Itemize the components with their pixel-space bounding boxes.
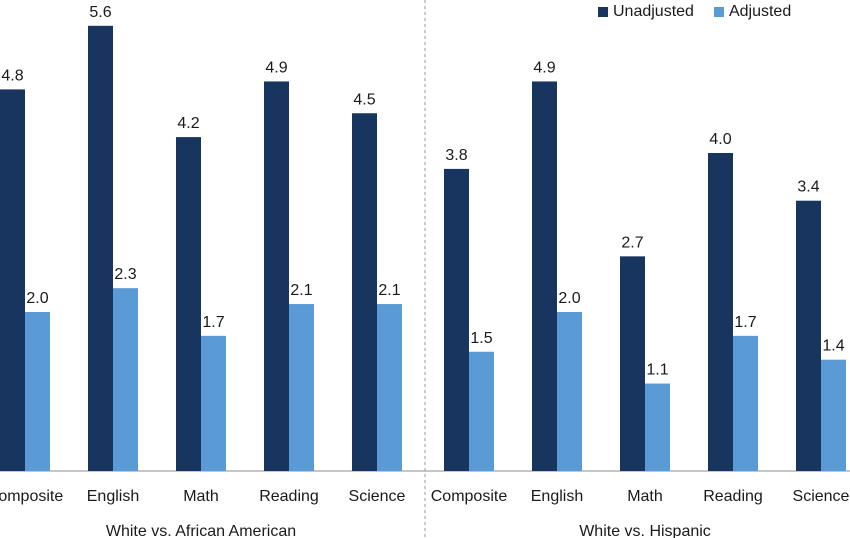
bar-1-english-adjusted	[557, 312, 582, 471]
data-label-1-english-adjusted: 2.0	[558, 290, 580, 307]
bar-1-science-adjusted	[821, 359, 846, 471]
bar-1-reading-unadjusted	[708, 153, 733, 471]
data-label-1-science-adjusted: 1.4	[822, 338, 844, 355]
data-label-0-composite-adjusted: 2.0	[26, 290, 48, 307]
bar-0-english-unadjusted	[88, 25, 113, 472]
bar-0-composite-adjusted	[25, 312, 50, 471]
data-label-1-composite-adjusted: 1.5	[470, 330, 492, 347]
bar-1-science-unadjusted	[796, 200, 821, 471]
legend-label-unadjusted: Unadjusted	[613, 3, 694, 20]
bar-0-composite-unadjusted	[0, 89, 25, 472]
data-label-1-english-unadjusted: 4.9	[533, 59, 555, 76]
group-label-1: White vs. Hispanic	[579, 523, 711, 538]
bar-0-science-adjusted	[377, 304, 402, 471]
category-label-0-composite: Composite	[0, 488, 63, 505]
bar-1-composite-unadjusted	[444, 168, 469, 471]
data-label-0-science-adjusted: 2.1	[378, 282, 400, 299]
category-label-1-english: English	[531, 488, 583, 505]
data-label-0-english-adjusted: 2.3	[114, 266, 136, 283]
category-label-0-science: Science	[349, 488, 406, 505]
legend-item-unadjusted: Unadjusted	[598, 3, 694, 21]
legend-item-adjusted: Adjusted	[713, 3, 792, 21]
data-label-0-math-unadjusted: 4.2	[177, 115, 199, 132]
bar-1-composite-adjusted	[469, 351, 494, 471]
data-label-0-composite-unadjusted: 4.8	[1, 67, 23, 84]
bar-1-math-unadjusted	[620, 256, 645, 471]
category-label-1-math: Math	[627, 488, 663, 505]
legend-label-adjusted: Adjusted	[728, 3, 792, 20]
legend-swatch-adjusted	[713, 7, 724, 17]
data-label-1-math-adjusted: 1.1	[646, 362, 668, 379]
chart-legend: Unadjusted Adjusted	[598, 3, 811, 21]
group-label-0: White vs. African American	[106, 523, 296, 538]
data-label-1-math-unadjusted: 2.7	[621, 234, 643, 251]
data-label-0-english-unadjusted: 5.6	[89, 4, 111, 21]
category-label-1-science: Science	[793, 488, 850, 505]
category-label-0-math: Math	[183, 488, 219, 505]
data-label-1-reading-unadjusted: 4.0	[709, 131, 731, 148]
bar-1-math-adjusted	[645, 383, 670, 471]
bar-0-reading-unadjusted	[264, 81, 289, 471]
bar-0-reading-adjusted	[289, 304, 314, 471]
bar-1-reading-adjusted	[733, 335, 758, 471]
data-label-1-composite-unadjusted: 3.8	[445, 147, 467, 164]
data-label-1-reading-adjusted: 1.7	[734, 314, 756, 331]
bar-0-english-adjusted	[113, 288, 138, 471]
bar-0-science-unadjusted	[352, 113, 377, 471]
category-label-0-reading: Reading	[259, 488, 319, 505]
legend-swatch-unadjusted	[598, 7, 608, 17]
data-label-0-science-unadjusted: 4.5	[353, 91, 375, 108]
bar-1-english-unadjusted	[532, 81, 557, 471]
data-label-1-science-unadjusted: 3.4	[797, 179, 819, 196]
bar-0-math-unadjusted	[176, 137, 201, 471]
category-label-1-composite: Composite	[431, 488, 508, 505]
category-label-1-reading: Reading	[703, 488, 763, 505]
bar-0-math-adjusted	[201, 335, 226, 471]
data-label-0-math-adjusted: 1.7	[202, 314, 224, 331]
data-label-0-reading-adjusted: 2.1	[290, 282, 312, 299]
data-label-0-reading-unadjusted: 4.9	[265, 59, 287, 76]
category-label-0-english: English	[87, 488, 139, 505]
